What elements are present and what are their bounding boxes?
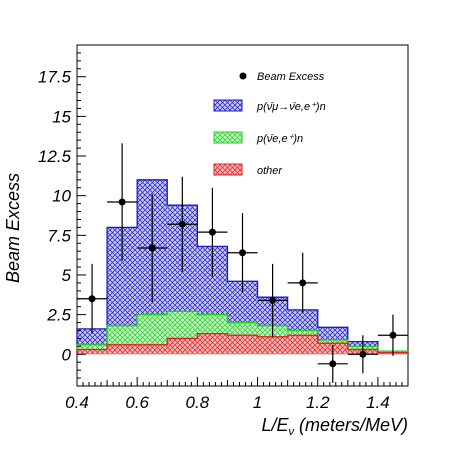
x-axis-title: L/Eν (meters/MeV) <box>261 415 408 438</box>
hist-bin-hatch-other <box>77 349 108 355</box>
data-point <box>239 249 246 257</box>
data-point <box>359 350 367 358</box>
y-tick-label: 2.5 <box>46 306 71 325</box>
legend-swatch-nubar-mu-e-hatch <box>214 100 242 111</box>
hist-bin-hatch-other <box>197 333 228 355</box>
hist-outline-other <box>76 333 409 355</box>
hist-bin-hatch-other <box>167 338 198 355</box>
y-tick-label: 15 <box>52 107 71 126</box>
y-axis: 0 2.5 5 7.5 10 12.5 15 17.5 <box>38 44 86 387</box>
x-tick-label: 1.2 <box>306 393 330 412</box>
y-tick-label: 10 <box>52 187 71 206</box>
x-tick-label: 0.6 <box>125 393 149 412</box>
hist-bin-hatch-other <box>287 335 318 355</box>
legend-label-beam-excess: Beam Excess <box>257 71 325 83</box>
legend-swatch-other-hatch <box>214 164 242 175</box>
hist-bin-hatch-other <box>257 336 288 355</box>
x-axis-title-units: (meters/MeV) <box>294 415 408 435</box>
data-point <box>269 296 277 304</box>
data-point <box>389 331 397 339</box>
legend-marker-beam-excess <box>239 72 247 80</box>
hist-bin-hatch-other <box>227 335 258 355</box>
plot-frame <box>76 44 409 387</box>
data-point <box>329 360 337 368</box>
hist-bin-hatch-other <box>107 344 138 355</box>
y-tick-label: 5 <box>62 266 72 285</box>
hist-bin-hatch-other <box>137 344 168 355</box>
x-tick-label: 1.4 <box>366 393 390 412</box>
legend: Beam Excess p(ν̄μ→ν̄e,e⁺)n p(ν̄e,e⁺)n ot… <box>213 71 326 177</box>
legend-label-nubar-e: p(ν̄e,e⁺)n <box>256 133 303 145</box>
y-axis-title: Beam Excess <box>3 173 23 283</box>
x-axis-title-main: L/E <box>261 415 289 435</box>
y-tick-label: 12.5 <box>38 147 72 166</box>
data-point <box>118 198 126 206</box>
x-axis: 0.4 0.6 0.8 1 1.2 1.4 <box>65 377 409 412</box>
legend-label-other: other <box>257 165 283 177</box>
x-tick-label: 0.4 <box>65 393 89 412</box>
data-point <box>88 295 96 303</box>
data-point <box>148 244 156 252</box>
data-points-layer <box>77 143 408 383</box>
data-point <box>299 279 307 287</box>
legend-label-nubar-mu-e: p(ν̄μ→ν̄e,e⁺)n <box>256 101 326 113</box>
legend-swatch-nubar-e-hatch <box>214 132 242 143</box>
x-axis-title-subscript: ν <box>288 426 294 438</box>
hist-outline-nubar-e <box>76 310 409 355</box>
y-tick-label: 17.5 <box>38 68 72 87</box>
y-tick-label: 7.5 <box>47 226 71 245</box>
data-point <box>208 228 216 236</box>
data-point <box>178 220 186 228</box>
x-tick-label: 1 <box>253 393 262 412</box>
y-tick-label: 0 <box>62 345 72 364</box>
x-tick-label: 0.8 <box>186 393 210 412</box>
